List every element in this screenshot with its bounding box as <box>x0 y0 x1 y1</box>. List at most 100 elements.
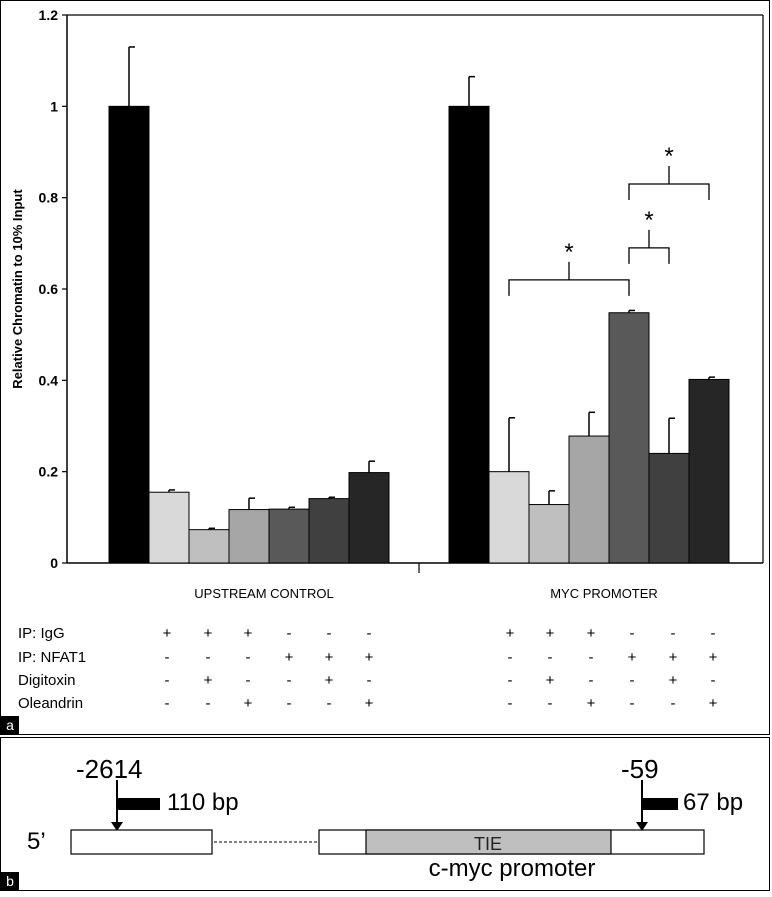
significance-bracket <box>628 247 670 264</box>
bar <box>688 378 730 564</box>
condition-sign: + <box>285 649 294 666</box>
upstream-amplicon-marker <box>117 798 160 810</box>
upstream-amplicon-label: 110 bp <box>167 789 239 816</box>
condition-row-label: IP: NFAT1 <box>18 649 86 666</box>
upstream-arrow-head <box>111 822 123 831</box>
condition-sign: + <box>669 672 678 689</box>
condition-sign: + <box>546 672 555 689</box>
promoter-amplicon-marker <box>642 798 678 810</box>
condition-sign: + <box>204 625 213 642</box>
condition-sign: - <box>246 672 251 689</box>
condition-sign: + <box>587 625 596 642</box>
promoter-amplicon-label: 67 bp <box>683 789 743 816</box>
condition-sign: - <box>327 695 332 712</box>
bar <box>268 508 310 564</box>
condition-sign: - <box>287 672 292 689</box>
panel-a: 0 0.2 0.4 0.6 0.8 1 1.2 Relative Chromatin to 1… <box>0 0 770 735</box>
bar-chart: 0 0.2 0.4 0.6 0.8 1 1.2 Relative Chromatin to 1… <box>10 7 764 712</box>
bar <box>308 498 350 564</box>
promoter-diagram: -2614 110 bp 5’ TIE c-myc promoter -59 6… <box>27 754 743 882</box>
condition-sign: - <box>630 625 635 642</box>
tie-label: TIE <box>474 834 502 854</box>
y-tick-label: 0.8 <box>39 190 59 206</box>
panel-b: -2614 110 bp 5’ TIE c-myc promoter -59 6… <box>0 737 770 891</box>
condition-sign: - <box>589 672 594 689</box>
bar <box>528 504 570 564</box>
significance-star: * <box>664 143 673 170</box>
condition-sign: - <box>287 695 292 712</box>
condition-sign: - <box>165 672 170 689</box>
promoter-position-label: -59 <box>621 754 659 784</box>
y-axis-label: Relative Chromatin to 10% Input <box>10 189 25 389</box>
panel-a-letter: a <box>1 716 19 734</box>
condition-sign: - <box>630 695 635 712</box>
significance-star: * <box>564 239 573 266</box>
condition-sign: + <box>204 672 213 689</box>
condition-sign: - <box>206 695 211 712</box>
y-tick-label: 1.2 <box>39 7 59 23</box>
condition-sign: - <box>508 649 513 666</box>
condition-sign: + <box>587 695 596 712</box>
condition-sign: - <box>711 672 716 689</box>
condition-sign: + <box>244 625 253 642</box>
bar <box>108 105 150 564</box>
condition-sign: - <box>165 695 170 712</box>
condition-sign: - <box>206 649 211 666</box>
group-label: MYC PROMOTER <box>550 586 658 601</box>
y-tick-label: 0.4 <box>39 372 59 388</box>
condition-sign: - <box>246 649 251 666</box>
tie-element-box <box>365 829 612 855</box>
condition-sign: - <box>367 672 372 689</box>
condition-sign: - <box>287 625 292 642</box>
significance-bracket <box>508 279 630 296</box>
condition-sign: + <box>365 649 374 666</box>
y-tick-label: 1 <box>50 98 58 114</box>
bar <box>488 471 530 564</box>
group-label: UPSTREAM CONTROL <box>194 586 333 601</box>
condition-sign: - <box>589 649 594 666</box>
condition-sign: + <box>365 695 374 712</box>
bar <box>148 491 190 564</box>
condition-sign: - <box>508 672 513 689</box>
significance-bracket <box>628 183 710 200</box>
bar <box>568 435 610 564</box>
condition-row-label: IP: IgG <box>18 625 65 642</box>
condition-sign: + <box>628 649 637 666</box>
condition-sign: + <box>669 649 678 666</box>
condition-sign: - <box>367 625 372 642</box>
five-prime-label: 5’ <box>27 828 46 855</box>
condition-sign: - <box>630 672 635 689</box>
condition-sign: - <box>508 695 513 712</box>
y-tick-label: 0.2 <box>39 464 59 480</box>
condition-sign: - <box>165 649 170 666</box>
condition-sign: - <box>548 649 553 666</box>
panel-b-letter: b <box>1 872 19 890</box>
condition-sign: - <box>548 695 553 712</box>
condition-sign: + <box>244 695 253 712</box>
y-tick-label: 0 <box>50 555 58 571</box>
condition-sign: - <box>711 625 716 642</box>
bar <box>448 105 490 564</box>
condition-row-label: Digitoxin <box>18 672 76 689</box>
bar <box>608 312 650 564</box>
condition-sign: - <box>327 625 332 642</box>
y-tick-label: 0.6 <box>39 281 59 297</box>
condition-sign: + <box>325 649 334 666</box>
promoter-arrow-head <box>636 822 648 831</box>
condition-sign: - <box>671 695 676 712</box>
bar <box>648 452 690 564</box>
bar <box>188 529 230 564</box>
condition-sign: + <box>163 625 172 642</box>
condition-sign: + <box>709 649 718 666</box>
upstream-region-box <box>70 829 213 855</box>
condition-sign: + <box>546 625 555 642</box>
condition-sign: + <box>506 625 515 642</box>
bar <box>228 509 270 564</box>
condition-sign: - <box>671 625 676 642</box>
bar <box>348 472 390 564</box>
condition-sign: + <box>325 672 334 689</box>
condition-sign: + <box>709 695 718 712</box>
upstream-position-label: -2614 <box>76 754 143 784</box>
significance-star: * <box>644 207 653 234</box>
promoter-label: c-myc promoter <box>429 855 596 882</box>
